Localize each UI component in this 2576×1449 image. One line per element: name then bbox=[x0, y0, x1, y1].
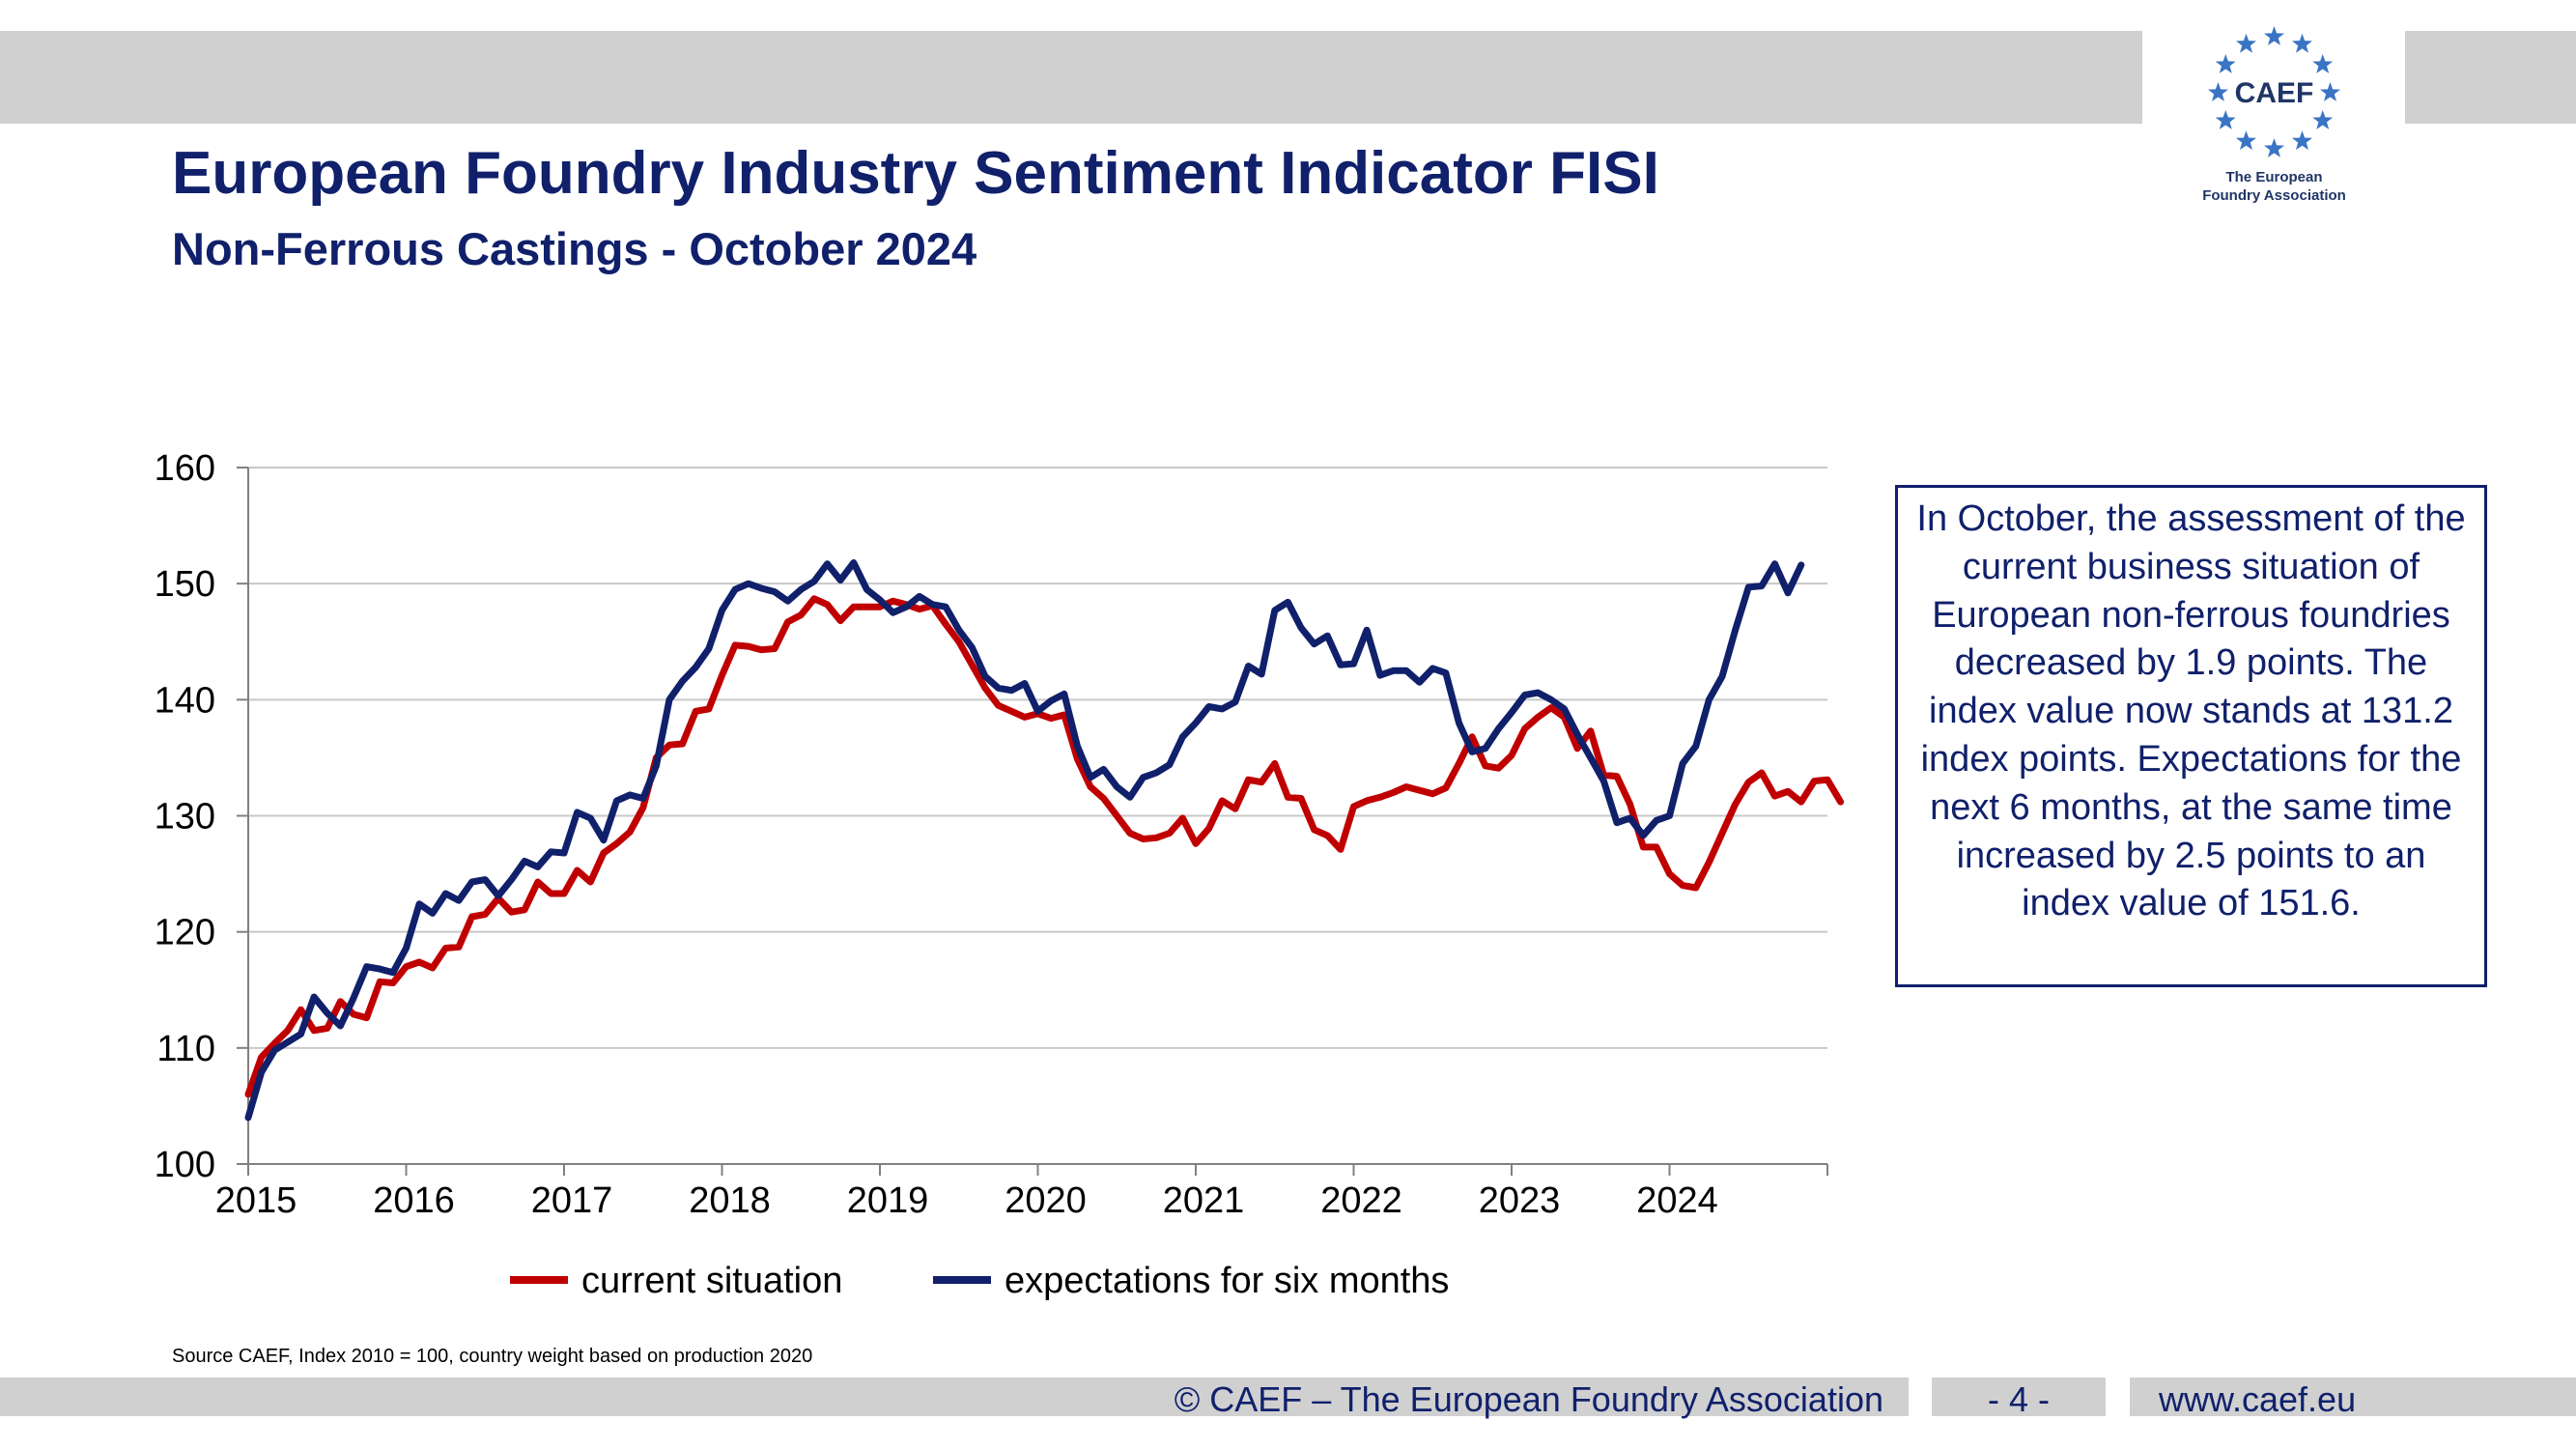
logo-star-icon bbox=[2236, 130, 2256, 151]
legend-label: current situation bbox=[581, 1261, 842, 1301]
x-tick-label: 2016 bbox=[373, 1180, 455, 1221]
footer-page-number: - 4 - bbox=[1987, 1379, 2050, 1419]
footer-website-link[interactable]: www.caef.eu bbox=[2159, 1379, 2357, 1419]
series-line-current-situation bbox=[244, 595, 1845, 1098]
legend-label: expectations for six months bbox=[1005, 1261, 1449, 1301]
commentary-box: In October, the assessment of the curren… bbox=[1895, 485, 2487, 987]
series-line-expectations bbox=[244, 559, 1805, 1122]
logo-star-icon bbox=[2320, 82, 2340, 101]
x-tick-label: 2019 bbox=[847, 1180, 929, 1221]
x-tick-label: 2015 bbox=[215, 1180, 297, 1221]
logo-star-icon bbox=[2215, 110, 2236, 129]
x-tick-label: 2023 bbox=[1479, 1180, 1561, 1221]
logo-star-icon bbox=[2215, 54, 2236, 73]
logo-star-icon bbox=[2292, 130, 2312, 151]
y-axis-labels: 100 110 120 130 140 150 160 bbox=[155, 448, 215, 1185]
y-tick-label: 140 bbox=[155, 680, 215, 721]
logo-line-2: Foundry Association bbox=[2202, 187, 2346, 204]
y-tick-label: 130 bbox=[155, 797, 215, 838]
x-tick-label: 2018 bbox=[689, 1180, 771, 1221]
header-bar-left bbox=[0, 31, 2142, 124]
source-note: Source CAEF, Index 2010 = 100, country w… bbox=[172, 1346, 813, 1367]
logo-mark: CAEF bbox=[2235, 77, 2314, 109]
header-bar-right bbox=[2405, 31, 2576, 124]
chart-series bbox=[244, 559, 1845, 1122]
y-tick-label: 110 bbox=[156, 1029, 215, 1069]
footer-copyright: © CAEF – The European Foundry Associatio… bbox=[1174, 1379, 1883, 1419]
x-axis-labels: 2015 2016 2017 2018 2019 2020 2021 2022 2023 2024 bbox=[215, 1180, 1718, 1221]
y-tick-label: 160 bbox=[155, 448, 215, 489]
page-subtitle: Non-Ferrous Castings - October 2024 bbox=[172, 223, 977, 274]
logo-star-icon bbox=[2208, 82, 2228, 101]
logo-line-1: The European bbox=[2225, 169, 2323, 185]
chart-gridlines bbox=[248, 467, 1827, 1049]
logo-star-icon bbox=[2264, 26, 2284, 45]
footer-bar-page bbox=[1932, 1378, 2106, 1416]
y-tick-label: 150 bbox=[155, 564, 215, 605]
x-tick-label: 2022 bbox=[1320, 1180, 1402, 1221]
chart-legend: current situation expectations for six mo… bbox=[510, 1261, 1449, 1301]
x-tick-label: 2017 bbox=[531, 1180, 613, 1221]
commentary-text: In October, the assessment of the curren… bbox=[1916, 498, 2466, 924]
logo-star-icon bbox=[2264, 138, 2284, 157]
footer-bar-website bbox=[2130, 1378, 2576, 1416]
y-tick-label: 100 bbox=[155, 1145, 215, 1185]
footer-bar-copyright bbox=[0, 1378, 1909, 1416]
x-tick-label: 2024 bbox=[1636, 1180, 1718, 1221]
x-tick-label: 2020 bbox=[1005, 1180, 1087, 1221]
logo-star-icon bbox=[2292, 33, 2312, 53]
caef-logo: CAEF The European Foundry Association bbox=[2185, 21, 2364, 214]
page-title: European Foundry Industry Sentiment Indi… bbox=[172, 140, 1659, 207]
logo-star-icon bbox=[2236, 33, 2256, 53]
logo-star-icon bbox=[2312, 110, 2334, 129]
logo-star-icon bbox=[2312, 54, 2334, 73]
chart-axes bbox=[237, 467, 1828, 1176]
y-tick-label: 120 bbox=[155, 913, 215, 953]
x-tick-label: 2021 bbox=[1163, 1180, 1245, 1221]
caef-star-ring: CAEF bbox=[2208, 26, 2340, 157]
